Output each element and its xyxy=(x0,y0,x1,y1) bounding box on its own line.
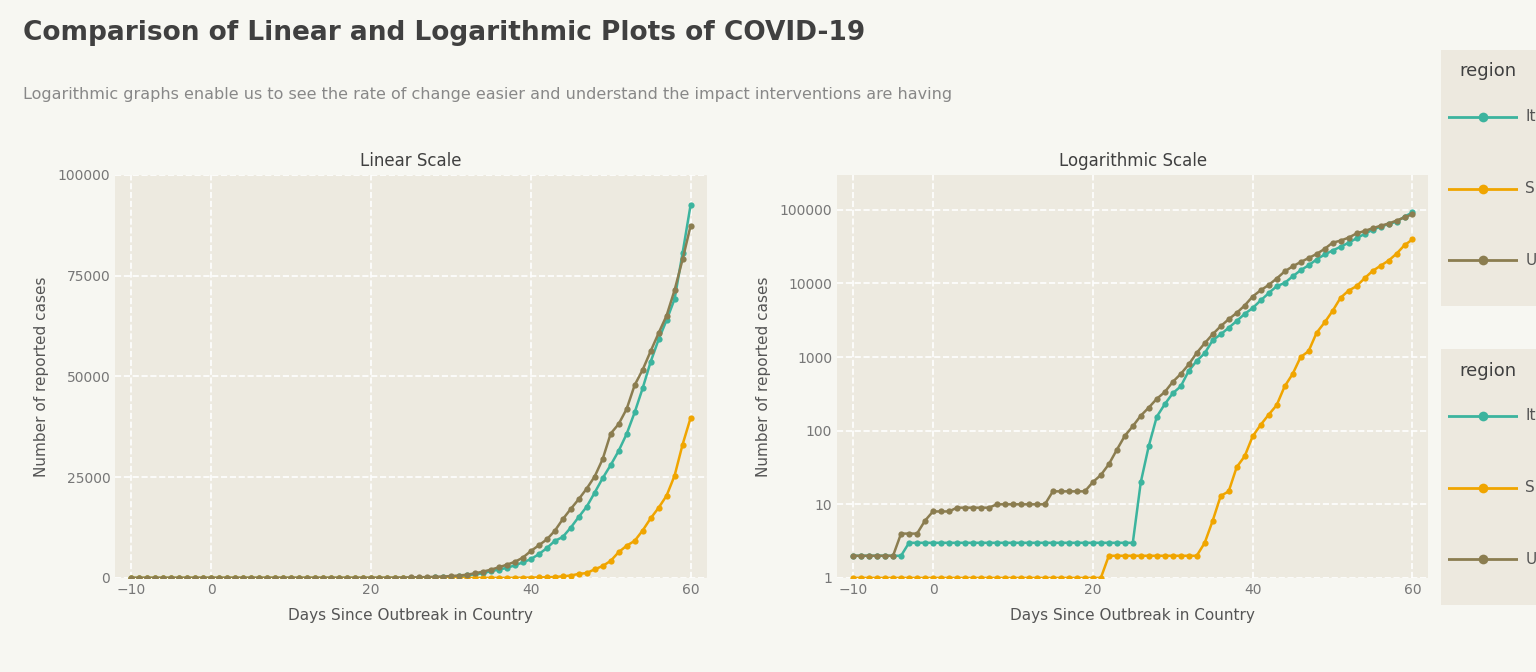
Text: UK: UK xyxy=(1525,253,1536,267)
Text: Logarithmic graphs enable us to see the rate of change easier and understand the: Logarithmic graphs enable us to see the … xyxy=(23,87,952,102)
Text: region: region xyxy=(1459,362,1516,380)
Text: Italy: Italy xyxy=(1525,110,1536,124)
Y-axis label: Number of reported cases: Number of reported cases xyxy=(34,276,49,476)
Text: UK: UK xyxy=(1525,552,1536,566)
Text: Spain: Spain xyxy=(1525,480,1536,495)
Text: region: region xyxy=(1459,62,1516,81)
Text: Comparison of Linear and Logarithmic Plots of COVID-19: Comparison of Linear and Logarithmic Plo… xyxy=(23,20,865,46)
Text: Italy: Italy xyxy=(1525,409,1536,423)
Text: Spain: Spain xyxy=(1525,181,1536,196)
Title: Logarithmic Scale: Logarithmic Scale xyxy=(1058,153,1207,171)
X-axis label: Days Since Outbreak in Country: Days Since Outbreak in Country xyxy=(1011,608,1255,623)
X-axis label: Days Since Outbreak in Country: Days Since Outbreak in Country xyxy=(289,608,533,623)
Title: Linear Scale: Linear Scale xyxy=(359,153,462,171)
Y-axis label: Number of reported cases: Number of reported cases xyxy=(756,276,771,476)
